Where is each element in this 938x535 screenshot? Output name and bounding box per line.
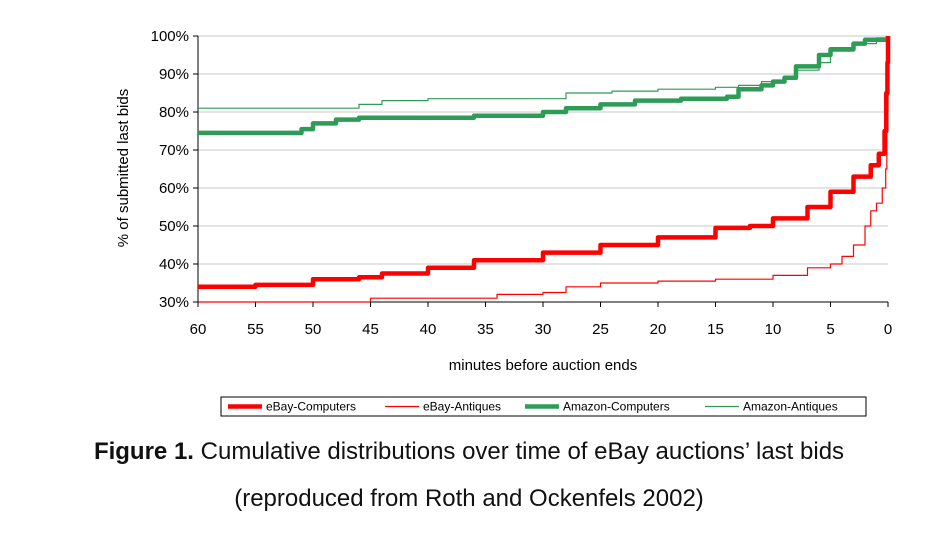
figure-caption-source: (reproduced from Roth and Ockenfels 2002… [234, 485, 704, 512]
x-tick-label: 15 [707, 321, 724, 338]
y-tick-label: 100% [151, 28, 189, 45]
y-tick-label: 90% [159, 66, 189, 83]
legend-label: Amazon-Computers [563, 400, 670, 414]
series-line-amazon-computers [198, 36, 891, 136]
figure-caption-text: Cumulative distributions over time of eB… [200, 438, 845, 465]
x-tick-label: 30 [535, 321, 552, 338]
legend: eBay-Computers eBay-Antiques Amazon-Comput… [220, 396, 867, 417]
chart: 30%40%50%60%70%80%90%100%60 55 50 45 40 35 30 2… [115, 28, 893, 417]
legend-label: eBay-Antiques [423, 400, 501, 414]
series-lines [198, 36, 891, 303]
figure-label: Figure 1. [93, 438, 194, 465]
x-tick-label: 10 [765, 321, 782, 338]
x-tick-label: 20 [650, 321, 667, 338]
x-tick-label: 0 [884, 321, 892, 338]
y-tick-label: 50% [159, 218, 189, 235]
y-tick-label: 40% [159, 256, 189, 273]
y-tick-label: 30% [159, 294, 189, 311]
y-tick-label: 70% [159, 142, 189, 159]
x-tick-label: 25 [592, 321, 609, 338]
x-tick-label: 35 [477, 321, 494, 338]
tick-labels: 30%40%50%60%70%80%90%100%60 55 50 45 40 35 30 2… [151, 28, 893, 338]
x-tick-label: 60 [190, 321, 207, 338]
y-tick-label: 80% [159, 104, 189, 121]
y-axis-title: % of submitted last bids [115, 89, 132, 247]
y-tick-label: 60% [159, 180, 189, 197]
x-tick-label: 45 [362, 321, 379, 338]
x-tick-label: 40 [420, 321, 437, 338]
x-axis-title: minutes before auction ends [449, 357, 637, 374]
series-line-ebay-computers [198, 36, 891, 290]
gridlines [198, 35, 888, 265]
legend-label: eBay-Computers [266, 400, 356, 414]
series-line-ebay-antiques [198, 36, 889, 303]
x-tick-label: 55 [247, 321, 264, 338]
x-tick-label: 5 [826, 321, 834, 338]
figure-caption: Figure 1. Cumulative distributions over … [0, 438, 938, 466]
legend-label: Amazon-Antiques [743, 400, 838, 414]
series-line-amazon-antiques [198, 36, 889, 109]
x-tick-label: 50 [305, 321, 322, 338]
